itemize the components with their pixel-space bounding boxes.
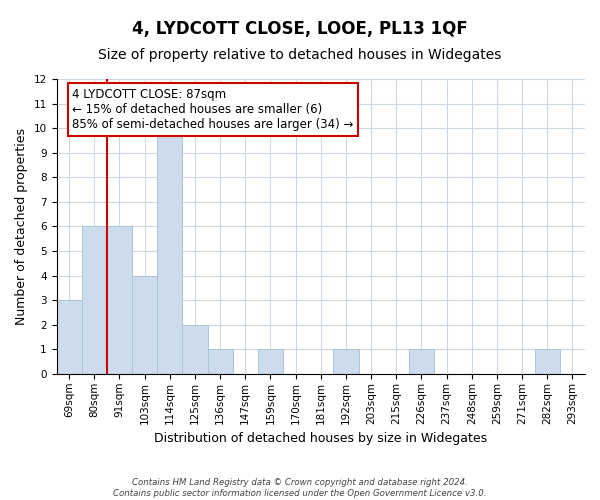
Bar: [208, 350, 233, 374]
Text: 4, LYDCOTT CLOSE, LOOE, PL13 1QF: 4, LYDCOTT CLOSE, LOOE, PL13 1QF: [132, 20, 468, 38]
Y-axis label: Number of detached properties: Number of detached properties: [15, 128, 28, 325]
Bar: [56, 300, 82, 374]
Bar: [334, 350, 359, 374]
Bar: [258, 350, 283, 374]
Bar: [107, 226, 132, 374]
Text: Size of property relative to detached houses in Widegates: Size of property relative to detached ho…: [98, 48, 502, 62]
Bar: [182, 325, 208, 374]
Bar: [82, 226, 107, 374]
Text: Contains HM Land Registry data © Crown copyright and database right 2024.
Contai: Contains HM Land Registry data © Crown c…: [113, 478, 487, 498]
Bar: [409, 350, 434, 374]
Bar: [535, 350, 560, 374]
Text: 4 LYDCOTT CLOSE: 87sqm
← 15% of detached houses are smaller (6)
85% of semi-deta: 4 LYDCOTT CLOSE: 87sqm ← 15% of detached…: [73, 88, 354, 131]
Bar: [157, 128, 182, 374]
X-axis label: Distribution of detached houses by size in Widegates: Distribution of detached houses by size …: [154, 432, 487, 445]
Bar: [132, 276, 157, 374]
